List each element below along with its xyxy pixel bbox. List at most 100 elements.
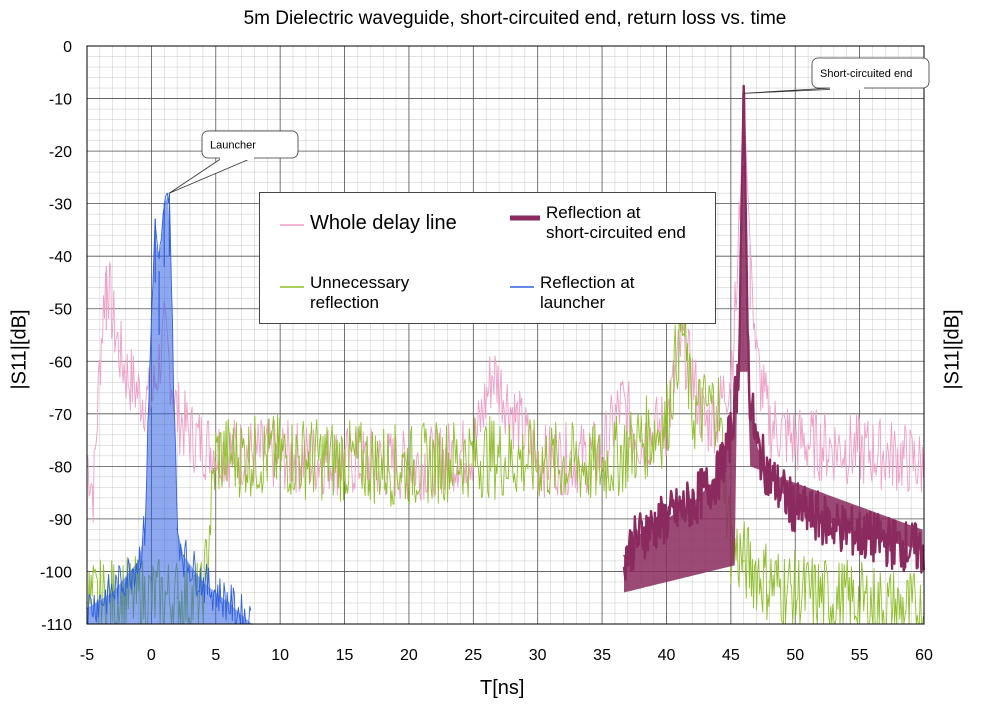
series-point-0-26 (704, 423, 706, 426)
series-point-0-1 (92, 491, 95, 494)
legend-swatch-whole-delay-line (280, 224, 304, 226)
callouts: Launcher Short-circuited end (169, 57, 930, 194)
y-tick-label: -20 (49, 144, 72, 161)
x-tick-label: 50 (786, 647, 804, 664)
series-point-0-7 (131, 381, 133, 384)
series-band-launcher (87, 197, 252, 624)
series-point-0-34 (794, 439, 797, 441)
y-tick-label: -100 (40, 564, 72, 581)
callout-launcher-gap (220, 156, 254, 160)
x-tick-label: 15 (336, 647, 354, 664)
series-point-0-5 (118, 349, 120, 352)
legend-item-short-circuited-end: Reflection at short-circuited end (510, 203, 686, 243)
series-point-0-13 (189, 434, 191, 436)
series-point-1-5 (214, 455, 217, 457)
legend-label-unnecessary-reflection-line1: Unnecessary (310, 273, 410, 292)
series-point-1-11 (601, 465, 603, 468)
tick-labels: -5 0 5 10 15 20 25 30 35 40 45 50 55 60 0 -10 -20 -30 -40 -… (40, 39, 933, 664)
x-tick-label: 60 (915, 647, 933, 664)
legend-swatch-unnecessary-reflection (280, 286, 304, 288)
x-tick-label: 40 (658, 647, 676, 664)
series-point-1-6 (279, 455, 281, 457)
legend: Whole delay line Reflection at short-cir… (259, 192, 716, 324)
minor-gridlines (86, 45, 925, 625)
series-line-1 (86, 297, 924, 625)
y-tick-label: 0 (63, 39, 72, 56)
series-point-0-22 (620, 402, 623, 405)
series-layer (86, 84, 925, 625)
legend-label-short-circuited-end-line1: Reflection at (546, 203, 641, 222)
legend-item-reflection-at-launcher: Reflection at launcher (510, 273, 635, 313)
legend-label-unnecessary-reflection: Unnecessary reflection (310, 273, 409, 313)
x-tick-label: 35 (593, 647, 611, 664)
series-point-1-14 (691, 413, 694, 415)
x-tick-label: 10 (271, 647, 289, 664)
y-tick-label: -80 (49, 459, 72, 476)
legend-label-reflection-at-launcher-line1: Reflection at (540, 273, 635, 292)
series-point-0-21 (601, 455, 603, 457)
legend-label-short-circuited-end: Reflection at short-circuited end (546, 203, 686, 243)
y-tick-label: -40 (49, 249, 72, 266)
callout-short-circuited-end-gap (830, 86, 864, 90)
y-tick-label: -10 (49, 92, 72, 109)
series-point-1-19 (794, 591, 797, 594)
series-point-1-9 (472, 455, 475, 457)
legend-label-reflection-at-launcher-line2: launcher (540, 293, 606, 312)
series-band-short-circuited-end (624, 162, 923, 593)
callout-short-circuited-end-text: Short-circuited end (820, 68, 912, 80)
x-tick-label: 5 (211, 647, 220, 664)
x-tick-label: 45 (722, 647, 740, 664)
callout-launcher-text: Launcher (210, 140, 256, 152)
series-line-0 (86, 99, 924, 523)
chart-title: 5m Dielectric waveguide, short-circuited… (243, 8, 787, 29)
series-point-0-37 (897, 455, 900, 457)
series-point-0-3 (105, 265, 108, 268)
y-tick-label: -30 (49, 197, 72, 214)
x-tick-label: 0 (147, 647, 156, 664)
plot-frame (86, 45, 925, 625)
series-point-0-6 (124, 370, 127, 373)
legend-label-reflection-at-launcher: Reflection at launcher (540, 273, 635, 313)
legend-item-unnecessary-reflection: Unnecessary reflection (280, 273, 409, 313)
callout-launcher-pointer (169, 157, 253, 194)
series-point-3-5 (154, 218, 157, 221)
legend-swatch-reflection-at-launcher (510, 286, 534, 288)
series-point-0-19 (491, 370, 494, 373)
series-point-0-31 (749, 244, 751, 247)
legend-swatch-short-circuited-end (510, 215, 540, 221)
series-point-1-12 (665, 423, 668, 426)
series-point-0-12 (176, 413, 178, 415)
series-point-0-33 (768, 423, 771, 426)
x-tick-label: 20 (400, 647, 418, 664)
series-point-1-15 (717, 402, 719, 405)
series-point-1-10 (536, 460, 539, 462)
x-tick-label: 25 (464, 647, 482, 664)
series-point-0-29 (736, 281, 739, 284)
x-tick-label: -5 (80, 647, 94, 664)
legend-label-unnecessary-reflection-line2: reflection (310, 293, 379, 312)
y-tick-label: -90 (49, 512, 72, 529)
x-tick-label: 30 (529, 647, 547, 664)
y-tick-label: -70 (49, 407, 72, 424)
x-axis-label: T[ns] (480, 677, 525, 699)
series-point-0-2 (99, 360, 101, 363)
series-point-1-20 (858, 602, 861, 604)
y-tick-label: -110 (41, 617, 72, 634)
series-point-0-8 (137, 392, 140, 394)
legend-label-whole-delay-line: Whole delay line (310, 212, 457, 234)
series-point-0-4 (111, 318, 114, 321)
x-tick-label: 55 (851, 647, 869, 664)
series-point-1-17 (742, 560, 745, 562)
series-point-0-36 (858, 449, 861, 452)
legend-item-whole-delay-line: Whole delay line (280, 211, 457, 233)
callout-short-circuited-end-box (811, 57, 930, 89)
series-point-0-28 (730, 370, 732, 373)
series-line-2 (622, 84, 925, 581)
legend-label-short-circuited-end-line2: short-circuited end (546, 223, 686, 242)
series-point-0-35 (820, 444, 822, 447)
series-point-0-32 (755, 360, 758, 363)
series-point-1-7 (343, 460, 346, 462)
y-tick-label: -60 (49, 354, 72, 371)
series-point-1-8 (408, 465, 410, 468)
